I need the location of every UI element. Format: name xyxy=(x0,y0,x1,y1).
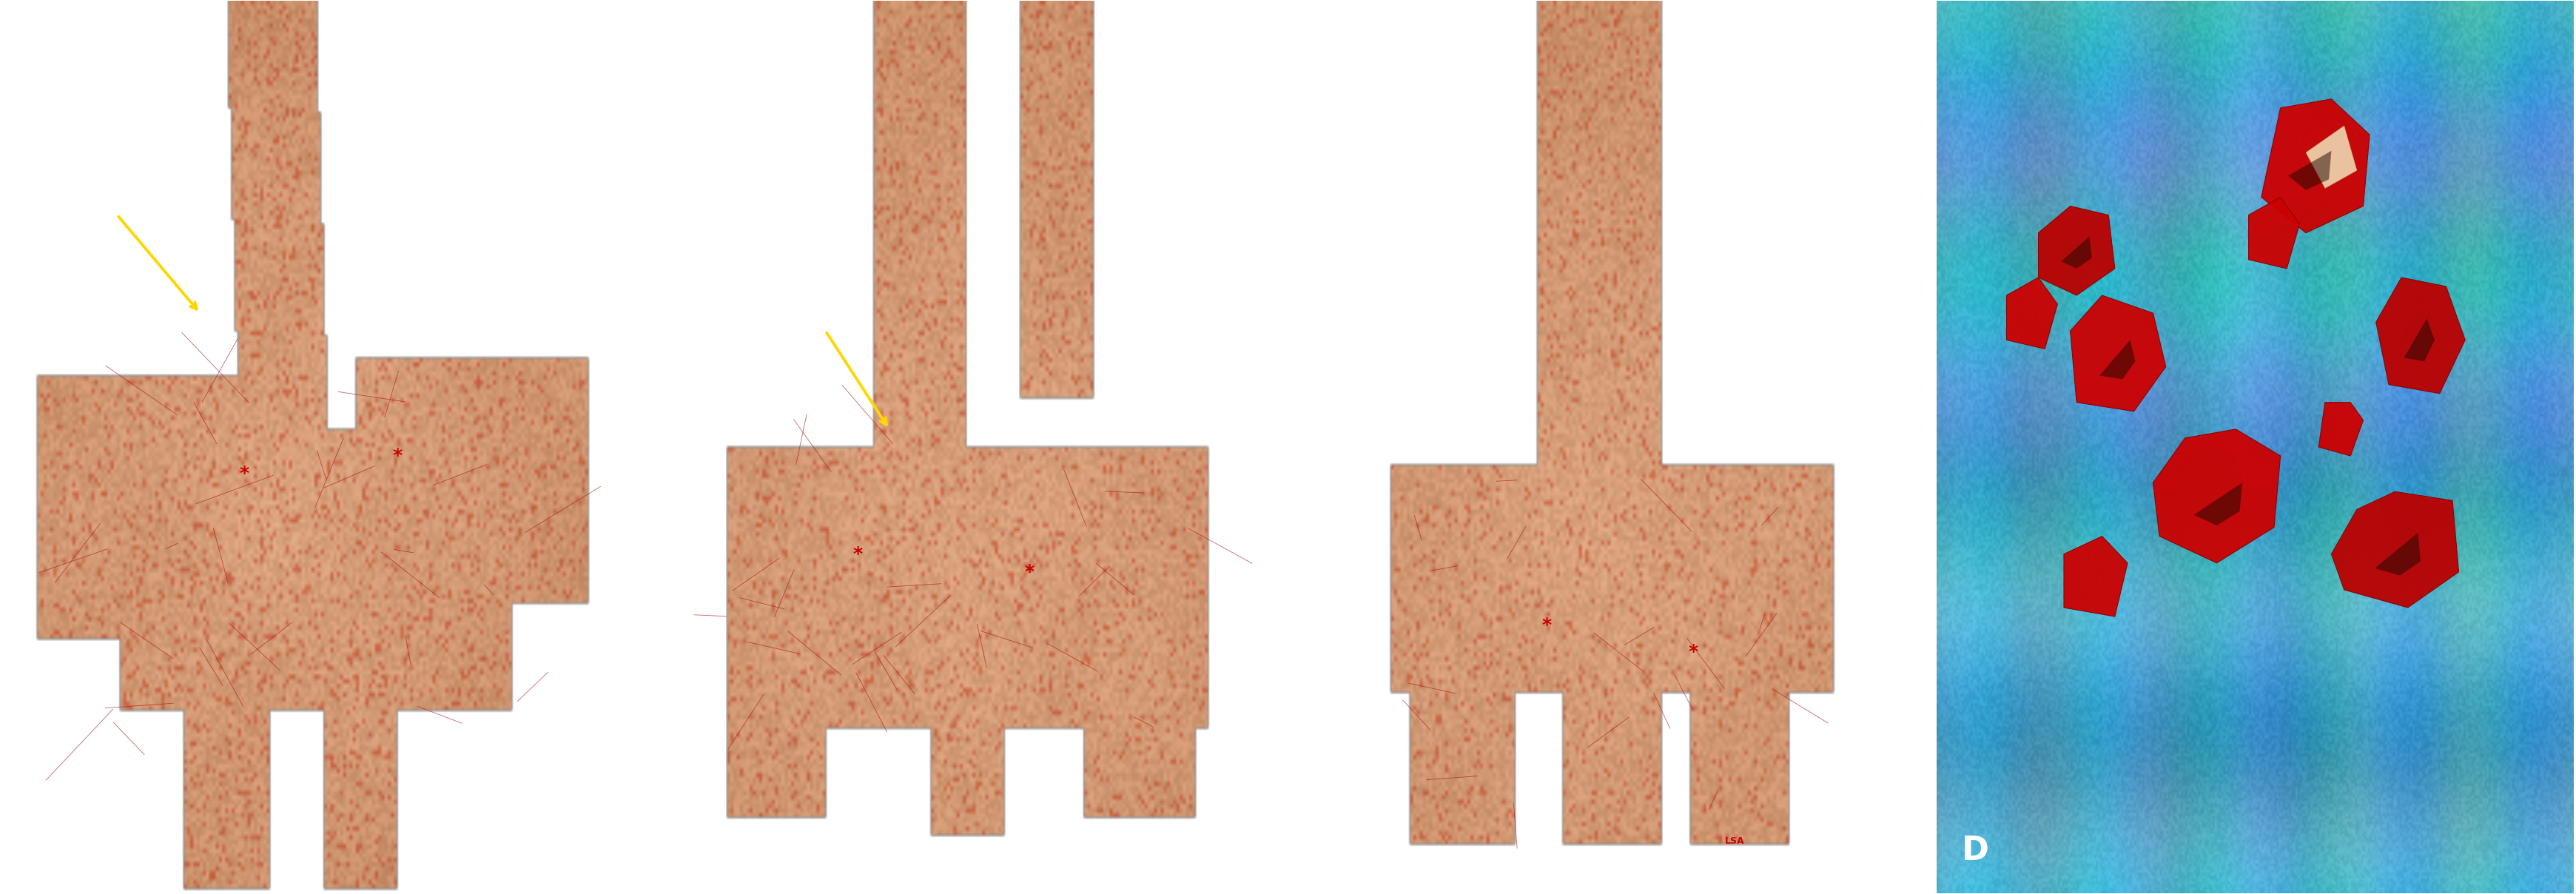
Text: A: A xyxy=(28,834,54,866)
Polygon shape xyxy=(2331,492,2458,608)
Polygon shape xyxy=(2007,277,2058,349)
Polygon shape xyxy=(2287,151,2331,190)
Text: D: D xyxy=(1963,834,1989,866)
Text: 62: 62 xyxy=(1692,873,1703,881)
Text: *: * xyxy=(392,447,402,465)
Polygon shape xyxy=(2099,340,2136,379)
Text: C: C xyxy=(1316,834,1342,866)
Polygon shape xyxy=(2154,429,2280,563)
Polygon shape xyxy=(2071,295,2166,411)
Polygon shape xyxy=(2063,536,2128,617)
Text: B: B xyxy=(672,834,698,866)
Polygon shape xyxy=(2375,533,2421,576)
Polygon shape xyxy=(2195,483,2241,526)
Text: *: * xyxy=(853,545,863,563)
Polygon shape xyxy=(2403,318,2434,361)
Text: *: * xyxy=(1025,563,1033,581)
Polygon shape xyxy=(2375,277,2465,393)
Polygon shape xyxy=(2306,126,2357,189)
Polygon shape xyxy=(2038,207,2115,295)
Polygon shape xyxy=(2249,198,2300,268)
Text: *: * xyxy=(1687,644,1698,661)
Polygon shape xyxy=(2318,402,2362,456)
Text: *: * xyxy=(240,465,250,483)
Text: LSA: LSA xyxy=(1726,837,1744,847)
Polygon shape xyxy=(2061,236,2092,268)
Polygon shape xyxy=(2262,99,2370,232)
Text: *: * xyxy=(1543,617,1551,635)
